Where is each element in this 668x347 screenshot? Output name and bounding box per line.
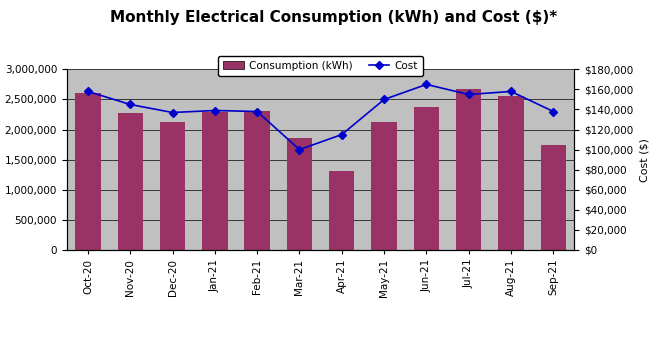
Bar [498, 96, 524, 250]
Bar [329, 171, 355, 250]
Bar [371, 122, 397, 250]
Bar [456, 88, 482, 250]
Legend: Consumption (kWh), Cost: Consumption (kWh), Cost [218, 56, 424, 76]
Bar [244, 111, 270, 250]
Bar [287, 138, 312, 250]
Bar [202, 112, 228, 250]
Y-axis label: Cost ($): Cost ($) [639, 138, 649, 181]
Text: Monthly Electrical Consumption (kWh) and Cost ($)*: Monthly Electrical Consumption (kWh) and… [110, 10, 558, 25]
Bar [75, 93, 101, 250]
Bar [160, 122, 185, 250]
Bar [118, 113, 143, 250]
Bar [413, 107, 439, 250]
Bar [540, 145, 566, 250]
